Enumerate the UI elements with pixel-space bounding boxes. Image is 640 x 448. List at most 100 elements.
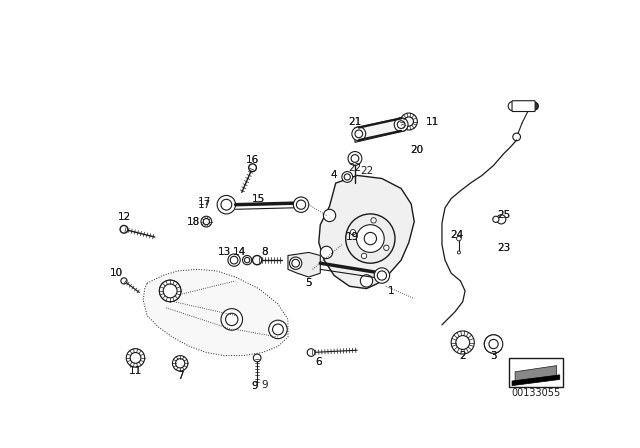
Circle shape <box>531 102 538 110</box>
Text: 11: 11 <box>426 116 438 126</box>
Polygon shape <box>288 252 320 277</box>
Text: 25: 25 <box>497 211 510 220</box>
Circle shape <box>360 275 372 287</box>
Circle shape <box>130 353 141 363</box>
Circle shape <box>383 245 389 250</box>
Text: 24: 24 <box>451 230 464 240</box>
Text: 15: 15 <box>252 194 266 203</box>
Circle shape <box>404 117 413 126</box>
Text: 11: 11 <box>426 116 438 126</box>
Circle shape <box>225 313 238 326</box>
Text: 22: 22 <box>360 166 373 176</box>
Text: 16: 16 <box>246 155 259 165</box>
Circle shape <box>350 229 356 235</box>
Circle shape <box>230 256 238 264</box>
Text: 8: 8 <box>262 247 268 258</box>
Circle shape <box>355 130 363 138</box>
Bar <box>509 358 563 387</box>
Text: 14: 14 <box>233 247 246 258</box>
Text: 11: 11 <box>129 366 142 376</box>
Circle shape <box>159 280 181 302</box>
Circle shape <box>364 233 376 245</box>
Circle shape <box>531 102 538 110</box>
Text: 9: 9 <box>252 381 258 392</box>
Polygon shape <box>319 176 414 289</box>
Circle shape <box>397 121 405 129</box>
Text: 6: 6 <box>316 357 322 367</box>
FancyBboxPatch shape <box>512 101 535 112</box>
Text: 23: 23 <box>497 243 510 253</box>
Circle shape <box>243 255 252 265</box>
Circle shape <box>296 200 306 209</box>
Circle shape <box>456 336 470 349</box>
Polygon shape <box>515 366 557 384</box>
Text: 20: 20 <box>410 145 423 155</box>
Text: 17: 17 <box>198 197 211 207</box>
Circle shape <box>320 246 333 258</box>
Polygon shape <box>143 269 288 356</box>
Text: 24: 24 <box>451 230 464 240</box>
Circle shape <box>273 324 284 335</box>
Circle shape <box>489 340 498 349</box>
Circle shape <box>394 118 408 132</box>
Text: 21: 21 <box>348 116 362 126</box>
Text: 00133055: 00133055 <box>511 388 561 397</box>
Circle shape <box>342 172 353 182</box>
Circle shape <box>493 216 499 222</box>
Circle shape <box>121 278 127 284</box>
Text: 15: 15 <box>252 194 266 203</box>
Text: 21: 21 <box>348 116 362 126</box>
Text: 19: 19 <box>346 232 359 242</box>
Circle shape <box>175 359 185 368</box>
Circle shape <box>201 216 212 227</box>
Circle shape <box>346 214 395 263</box>
Text: 13: 13 <box>218 247 230 258</box>
Circle shape <box>351 155 359 162</box>
Text: 4: 4 <box>331 170 337 181</box>
Text: 11: 11 <box>129 366 142 376</box>
Text: 20: 20 <box>410 145 423 155</box>
Text: 3: 3 <box>490 351 497 361</box>
Text: 16: 16 <box>246 155 259 165</box>
Circle shape <box>292 259 300 267</box>
Circle shape <box>159 280 181 302</box>
Polygon shape <box>355 117 405 142</box>
Text: 3: 3 <box>490 351 497 361</box>
Text: 13: 13 <box>218 247 230 258</box>
Circle shape <box>289 257 302 269</box>
Circle shape <box>249 164 257 172</box>
Circle shape <box>253 255 262 265</box>
Circle shape <box>344 174 350 180</box>
Circle shape <box>352 127 365 141</box>
Circle shape <box>374 268 390 283</box>
Text: 19: 19 <box>346 232 359 242</box>
Text: 12: 12 <box>117 212 131 222</box>
Circle shape <box>244 258 250 263</box>
Text: 18: 18 <box>187 217 200 227</box>
Polygon shape <box>512 375 560 386</box>
Circle shape <box>456 236 461 241</box>
Text: 2: 2 <box>460 351 466 361</box>
Circle shape <box>221 199 232 210</box>
Circle shape <box>120 225 128 233</box>
Text: 1: 1 <box>388 286 394 296</box>
Text: 22: 22 <box>348 163 362 173</box>
Text: 10: 10 <box>109 268 123 278</box>
Circle shape <box>497 215 506 224</box>
Text: 7: 7 <box>177 370 184 381</box>
Circle shape <box>228 254 240 266</box>
Circle shape <box>172 356 188 371</box>
Text: 1: 1 <box>388 286 394 296</box>
Text: 8: 8 <box>262 247 268 258</box>
Circle shape <box>362 253 367 258</box>
Text: 25: 25 <box>497 211 510 220</box>
Circle shape <box>356 225 384 252</box>
Text: 9: 9 <box>252 381 258 392</box>
Circle shape <box>348 151 362 165</box>
Circle shape <box>451 331 474 354</box>
Circle shape <box>217 195 236 214</box>
Text: 5: 5 <box>305 278 312 288</box>
Text: 9: 9 <box>262 380 268 390</box>
Circle shape <box>221 309 243 330</box>
Text: 18: 18 <box>187 217 200 227</box>
